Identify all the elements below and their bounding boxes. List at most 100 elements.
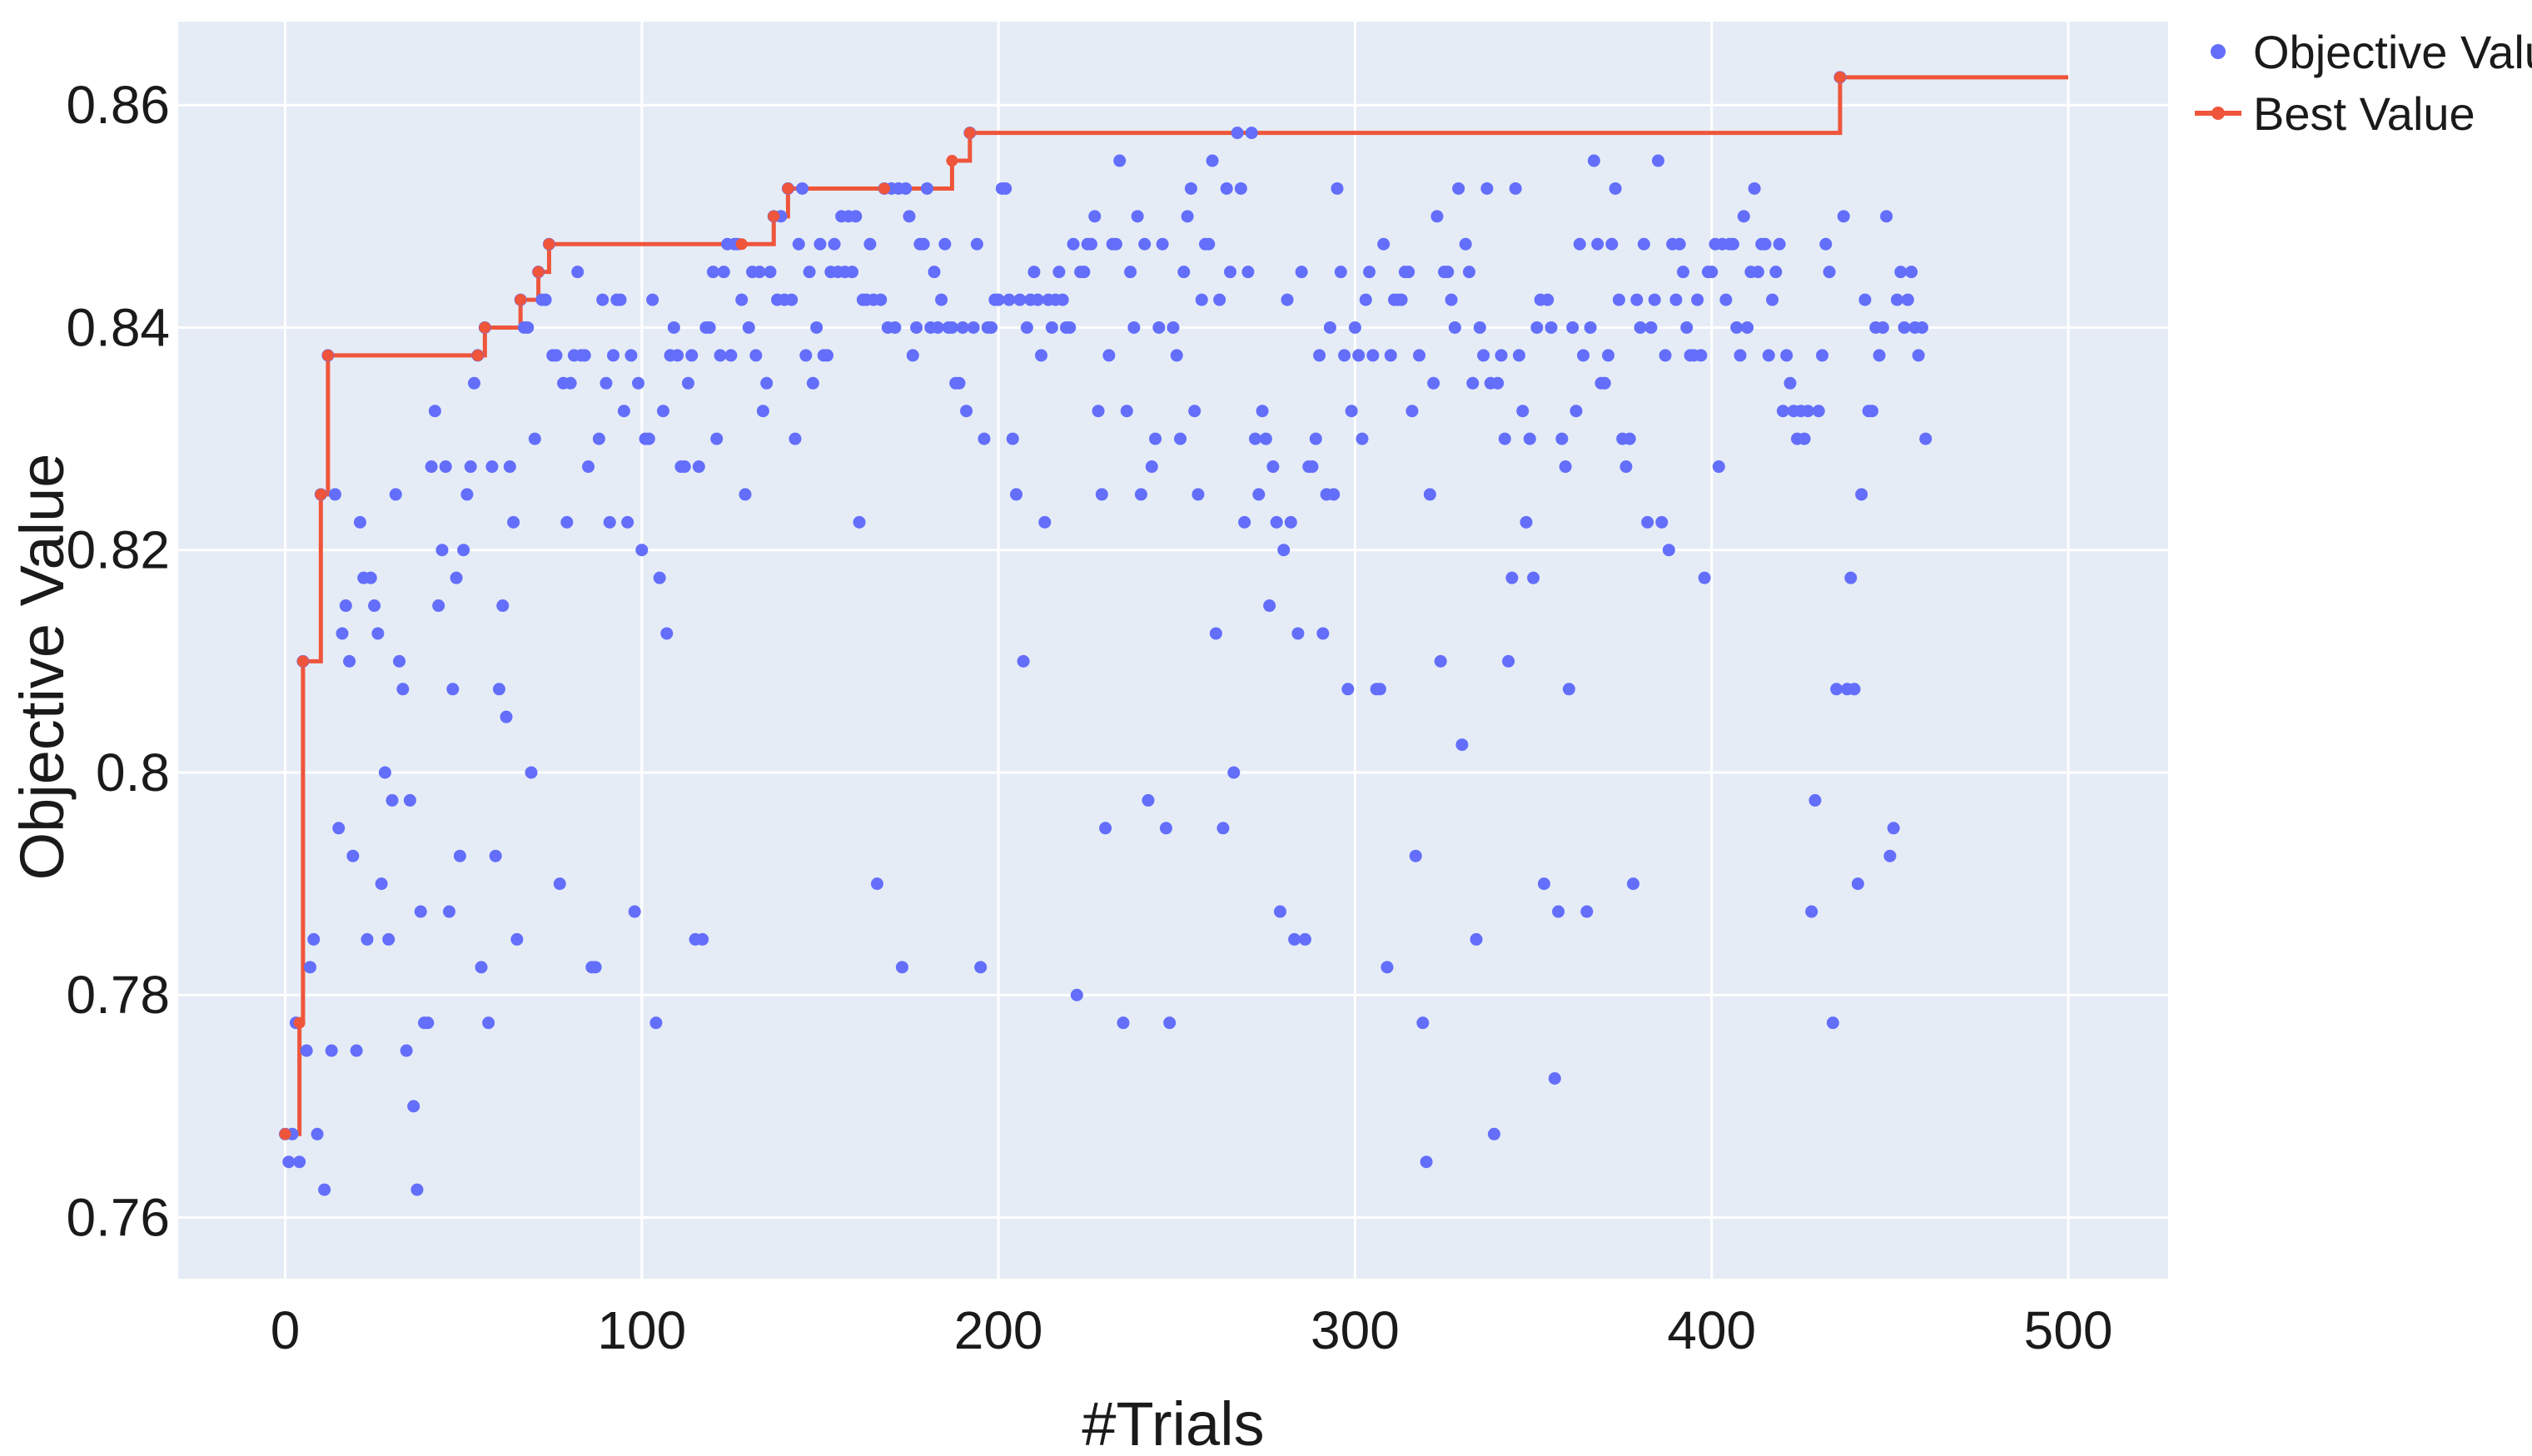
- objective-value-point: [421, 1016, 435, 1030]
- objective-value-point: [1816, 349, 1829, 362]
- objective-value-point: [1366, 349, 1380, 362]
- objective-value-point: [596, 293, 609, 306]
- objective-value-point: [1441, 266, 1455, 279]
- objective-value-point: [539, 293, 552, 306]
- objective-value-point: [1191, 488, 1205, 501]
- objective-value-point: [1487, 1127, 1500, 1140]
- objective-value-point: [1352, 349, 1365, 362]
- objective-value-point: [1088, 210, 1102, 223]
- objective-value-point: [1395, 293, 1408, 306]
- best-value-marker: [735, 238, 748, 251]
- objective-value-point: [1905, 266, 1918, 279]
- objective-value-point: [1377, 237, 1390, 251]
- objective-value-point: [632, 376, 645, 390]
- objective-value-point: [1858, 293, 1872, 306]
- objective-value-point: [1035, 349, 1048, 362]
- objective-value-point: [1448, 321, 1461, 334]
- objective-value-point: [967, 321, 980, 334]
- objective-value-point: [1580, 905, 1594, 918]
- objective-value-point: [1331, 181, 1344, 195]
- objective-value-point: [1188, 405, 1201, 418]
- objective-value-point: [960, 405, 973, 418]
- objective-value-point: [1466, 376, 1480, 390]
- best-value-marker: [878, 182, 891, 195]
- objective-value-point: [1291, 627, 1305, 640]
- objective-value-point: [764, 266, 777, 279]
- objective-value-point: [624, 349, 638, 362]
- objective-value-point: [1038, 515, 1052, 529]
- legend-item-best-value[interactable]: Best Value: [2195, 87, 2475, 140]
- objective-value-point: [635, 544, 649, 557]
- objective-value-point: [1830, 683, 1843, 696]
- objective-value-point: [311, 1127, 324, 1140]
- objective-value-point: [1231, 127, 1244, 140]
- objective-value-point: [1659, 349, 1672, 362]
- objective-value-point: [660, 627, 674, 640]
- objective-value-point: [1766, 293, 1779, 306]
- objective-value-point: [1623, 432, 1636, 445]
- objective-value-point: [1734, 349, 1747, 362]
- objective-value-point: [1184, 181, 1197, 195]
- objective-value-point: [735, 293, 749, 306]
- objective-value-point: [1167, 321, 1180, 334]
- tick-labels: 0 100 200 300 400 500 0.76 0.78 0.8 0.82 0.84 0.86: [66, 75, 2112, 1360]
- objective-value-point: [1295, 266, 1308, 279]
- objective-value-point: [1851, 877, 1864, 891]
- y-tick-label: 0.78: [66, 965, 170, 1025]
- objective-value-point: [382, 932, 395, 946]
- objective-value-point: [1427, 376, 1440, 390]
- objective-value-point: [1138, 237, 1152, 251]
- best-value-markers: [279, 71, 1846, 1140]
- objective-value-point: [371, 627, 385, 640]
- objective-value-point: [1502, 654, 1515, 668]
- objective-value-point: [353, 515, 366, 529]
- objective-value-point: [1405, 405, 1419, 418]
- objective-value-point: [1152, 321, 1166, 334]
- objective-value-point: [1145, 460, 1158, 474]
- objective-value-point: [1234, 181, 1247, 195]
- objective-value-point: [1270, 515, 1283, 529]
- objective-value-point: [1773, 237, 1786, 251]
- objective-value-point: [1338, 349, 1351, 362]
- objective-value-point: [1120, 405, 1133, 418]
- objective-value-point: [749, 349, 763, 362]
- objective-value-point: [1805, 905, 1818, 918]
- objective-value-point: [1174, 432, 1187, 445]
- objective-value-point: [1473, 321, 1486, 334]
- objective-value-point: [1630, 293, 1644, 306]
- objective-value-point: [1134, 488, 1147, 501]
- objective-value-point: [1619, 460, 1633, 474]
- objective-value-point: [582, 460, 595, 474]
- objective-value-point: [1298, 932, 1311, 946]
- objective-value-point: [742, 321, 755, 334]
- objective-value-point: [1277, 544, 1291, 557]
- objective-value-point: [1348, 321, 1361, 334]
- objective-value-point: [1491, 376, 1505, 390]
- objective-value-point: [578, 349, 591, 362]
- x-tick-label: 300: [1311, 1300, 1400, 1360]
- objective-value-point: [521, 321, 535, 334]
- objective-value-point: [1252, 488, 1266, 501]
- objective-value-point: [1470, 932, 1483, 946]
- objective-value-point: [489, 849, 502, 862]
- objective-value-point: [1644, 321, 1658, 334]
- objective-value-point: [1206, 154, 1219, 167]
- objective-value-point: [1413, 349, 1426, 362]
- objective-value-point: [457, 544, 470, 557]
- y-tick-label: 0.84: [66, 297, 170, 357]
- objective-value-point: [1010, 488, 1023, 501]
- best-value-marker: [471, 349, 484, 361]
- objective-value-point: [1238, 515, 1251, 529]
- objective-value-point: [1751, 266, 1764, 279]
- legend-item-objective-value[interactable]: Objective Value: [2211, 26, 2532, 78]
- objective-value-point: [1224, 266, 1237, 279]
- objective-value-point: [496, 599, 510, 613]
- best-value-marker: [293, 1016, 306, 1029]
- legend[interactable]: Objective Value Best Value: [2195, 26, 2532, 140]
- objective-value-point: [439, 460, 452, 474]
- objective-value-point: [1373, 683, 1386, 696]
- objective-value-point: [607, 349, 620, 362]
- objective-value-point: [1591, 237, 1604, 251]
- objective-value-point: [910, 321, 923, 334]
